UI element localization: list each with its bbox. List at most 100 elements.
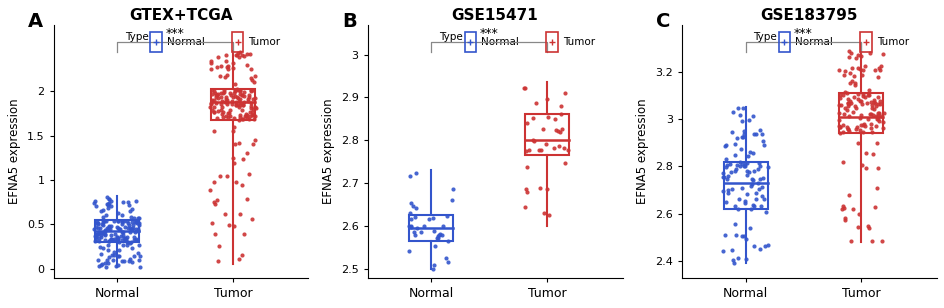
Point xyxy=(231,104,246,109)
Point xyxy=(745,113,760,118)
Text: Type: Type xyxy=(125,32,148,42)
Point xyxy=(125,246,140,251)
Point xyxy=(871,98,886,103)
Point xyxy=(519,120,534,125)
Point xyxy=(727,203,742,208)
Point xyxy=(841,102,856,107)
Point xyxy=(741,118,756,123)
Point xyxy=(226,156,241,161)
Point xyxy=(244,78,260,83)
Point xyxy=(444,198,459,203)
Point xyxy=(229,52,244,57)
Point xyxy=(120,234,135,239)
Point xyxy=(832,125,847,130)
Point xyxy=(865,107,880,112)
Point xyxy=(101,224,116,229)
Point xyxy=(871,102,886,107)
Point xyxy=(222,113,237,118)
Point xyxy=(244,216,259,221)
Point xyxy=(848,55,863,60)
Point xyxy=(128,220,143,225)
Point xyxy=(851,66,867,71)
Text: Normal: Normal xyxy=(795,37,833,47)
Point xyxy=(553,104,568,109)
Point xyxy=(89,204,104,209)
Point xyxy=(244,88,259,93)
Point xyxy=(247,73,262,78)
Point xyxy=(215,115,230,120)
Point xyxy=(228,102,244,107)
Point xyxy=(92,226,107,231)
Point xyxy=(91,257,106,262)
Point xyxy=(246,116,261,121)
Point xyxy=(107,249,122,254)
Point xyxy=(227,224,242,229)
Point xyxy=(236,116,251,121)
Point xyxy=(870,66,885,71)
Point xyxy=(858,166,873,171)
Point xyxy=(228,99,244,104)
Point xyxy=(95,230,110,235)
Point xyxy=(748,191,763,196)
Point xyxy=(212,173,228,178)
Point xyxy=(734,161,750,166)
Point xyxy=(103,233,118,238)
Point xyxy=(203,58,218,63)
Bar xyxy=(95,220,139,242)
Point xyxy=(97,238,112,243)
Point xyxy=(100,225,115,230)
Point xyxy=(234,116,249,121)
Point xyxy=(838,91,853,96)
Point xyxy=(517,86,532,91)
Point xyxy=(759,164,774,169)
Point xyxy=(400,223,415,228)
Point xyxy=(110,226,126,231)
Point xyxy=(204,101,219,106)
Point xyxy=(214,105,229,110)
Point xyxy=(839,101,854,106)
Point xyxy=(837,106,852,111)
Point xyxy=(719,173,734,178)
Point xyxy=(114,218,129,223)
Point xyxy=(746,169,761,174)
Point xyxy=(869,102,885,107)
Point xyxy=(94,230,110,235)
Point xyxy=(225,128,240,133)
Point xyxy=(732,112,747,117)
Point xyxy=(856,124,871,128)
Point xyxy=(124,206,139,211)
Point xyxy=(211,95,226,100)
Point xyxy=(117,225,132,230)
Point xyxy=(844,79,859,83)
Point xyxy=(849,140,864,145)
Point xyxy=(836,218,851,223)
Point xyxy=(203,102,218,107)
Point xyxy=(846,104,861,109)
Point xyxy=(207,180,222,184)
Point xyxy=(726,142,741,147)
Point xyxy=(723,247,738,252)
Point xyxy=(425,266,440,271)
Point xyxy=(112,227,127,232)
Point xyxy=(129,218,144,223)
Point xyxy=(425,216,440,221)
Point xyxy=(733,118,749,123)
Point xyxy=(426,229,441,234)
Point xyxy=(834,159,850,164)
Point xyxy=(224,101,239,106)
Point xyxy=(735,233,750,238)
Point xyxy=(204,99,219,103)
Point xyxy=(124,226,139,231)
Point xyxy=(736,201,751,205)
Point xyxy=(236,93,251,98)
Point xyxy=(228,94,244,99)
Point xyxy=(868,114,883,119)
Point xyxy=(232,102,247,107)
Point xyxy=(835,72,851,77)
Point xyxy=(130,215,145,220)
Point xyxy=(208,232,223,237)
Point xyxy=(237,90,252,95)
Point xyxy=(131,243,146,248)
Point xyxy=(866,98,881,103)
Point xyxy=(97,231,112,236)
